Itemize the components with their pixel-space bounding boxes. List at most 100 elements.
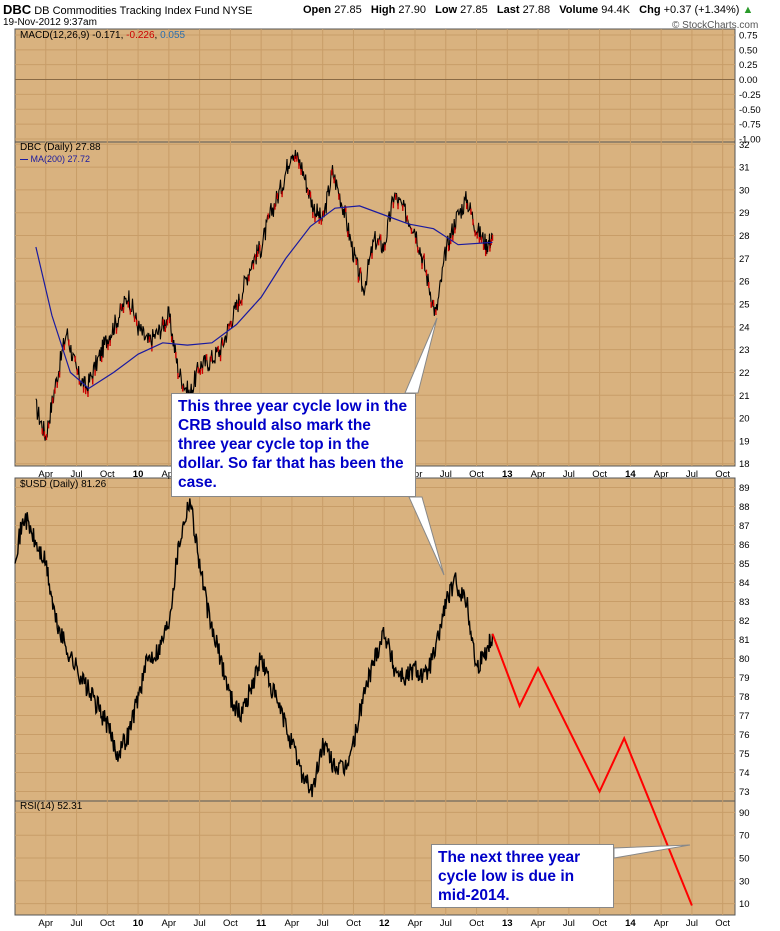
ytick-macd-7: -1.00 [739,135,761,146]
xtick-bottom-8: Apr [285,918,300,929]
macd-signal-value: -0.226 [126,30,155,41]
dbc-legend: DBC (Daily) 27.88 [20,142,101,153]
open-value: 27.85 [334,4,362,16]
up-arrow-icon: ▲ [742,4,754,16]
chg-label: Chg [639,4,661,16]
callout2-pointer [613,844,691,859]
ytick-dbc-8: 24 [739,322,750,333]
ytick-usd-11: 78 [739,692,750,703]
ytick-usd-1: 88 [739,502,750,513]
xtick-mid-16: Apr [531,469,546,480]
xtick-mid-2: Oct [100,469,115,480]
ytick-dbc-7: 25 [739,300,750,311]
xtick-mid-21: Jul [686,469,698,480]
ytick-dbc-14: 18 [739,459,750,470]
xtick-mid-22: Oct [715,469,730,480]
open-label: Open [303,4,332,16]
xtick-bottom-22: Oct [715,918,730,929]
last-label: Last [496,4,520,16]
ytick-dbc-4: 28 [739,231,750,242]
symbol: DBC [3,2,32,17]
chg-value: +0.37 (+1.34%) [663,4,740,16]
ytick-usd-8: 81 [739,635,750,646]
ytick-dbc-13: 19 [739,436,750,447]
xtick-bottom-21: Jul [686,918,698,929]
dbc-ma200-line [35,205,493,390]
quote-bar: Open 27.85 High 27.90 Low 27.85 Last 27.… [303,4,753,16]
low-label: Low [435,4,458,16]
volume-label: Volume [559,4,599,16]
ytick-macd-1: 0.50 [739,45,758,56]
rsi-legend: RSI(14) 52.31 [20,801,83,812]
ytick-usd-5: 84 [739,578,750,589]
ytick-dbc-0: 32 [739,140,750,151]
macd-title: MACD(12,26,9) [20,30,90,41]
ytick-usd-0: 89 [739,483,750,494]
ytick-macd-0: 0.75 [739,30,758,41]
ytick-macd-4: -0.25 [739,90,761,101]
low-value: 27.85 [460,4,488,16]
xtick-bottom-18: Oct [592,918,607,929]
xtick-mid-13: Jul [440,469,452,480]
ytick-dbc-5: 27 [739,254,750,265]
usd-legend: $USD (Daily) 81.26 [20,479,107,490]
xtick-bottom-14: Oct [469,918,484,929]
watermark: © StockCharts.com [672,20,759,31]
ytick-rsi-4: 10 [739,899,750,910]
xtick-bottom-11: 12 [379,918,390,929]
xtick-mid-15: 13 [502,469,513,480]
xtick-bottom-2: Oct [100,918,115,929]
ytick-macd-5: -0.50 [739,105,761,116]
ytick-dbc-12: 20 [739,414,750,425]
xtick-mid-17: Jul [563,469,575,480]
ytick-rsi-2: 50 [739,854,750,865]
macd-legend-text: MACD(12,26,9) -0.171, -0.226, 0.055 [20,30,186,41]
ytick-usd-12: 77 [739,711,750,722]
xtick-bottom-7: 11 [256,918,267,929]
ytick-usd-7: 82 [739,616,750,627]
xtick-mid-14: Oct [469,469,484,480]
xtick-bottom-15: 13 [502,918,513,929]
xtick-bottom-16: Apr [531,918,546,929]
ytick-usd-13: 76 [739,730,750,741]
ytick-usd-2: 87 [739,521,750,532]
callout-cycle-low: This three year cycle low in the CRB sho… [171,393,416,497]
volume-value: 94.4K [601,4,630,16]
xtick-mid-1: Jul [70,469,82,480]
ytick-rsi-0: 90 [739,808,750,819]
xtick-bottom-13: Jul [440,918,452,929]
xtick-bottom-12: Apr [408,918,423,929]
usd-price-line [14,498,494,798]
fund-name: DB Commodities Tracking Index Fund [34,5,220,17]
ytick-rsi-3: 30 [739,876,750,887]
xtick-bottom-9: Jul [317,918,329,929]
ytick-usd-15: 74 [739,768,750,779]
xtick-bottom-5: Jul [194,918,206,929]
xtick-mid-0: Apr [38,469,53,480]
dbc-price-line [35,149,494,441]
ytick-usd-10: 79 [739,673,750,684]
ma-label: MA(200) 27.72 [30,154,91,164]
ytick-dbc-2: 30 [739,185,750,196]
ytick-usd-16: 73 [739,787,750,798]
ytick-usd-9: 80 [739,654,750,665]
usd-projection-line [491,633,693,906]
xtick-bottom-0: Apr [38,918,53,929]
exchange: NYSE [222,5,253,17]
xtick-bottom-10: Oct [346,918,361,929]
xtick-bottom-19: 14 [625,918,636,929]
xtick-mid-20: Apr [654,469,669,480]
ytick-dbc-10: 22 [739,368,750,379]
ytick-macd-6: -0.75 [739,120,761,131]
ytick-dbc-6: 26 [739,277,750,288]
macd-hist-value: 0.055 [160,30,186,41]
ytick-usd-6: 83 [739,597,750,608]
ytick-rsi-1: 70 [739,831,750,842]
xtick-bottom-4: Apr [161,918,176,929]
xtick-bottom-20: Apr [654,918,669,929]
ytick-dbc-9: 23 [739,345,750,356]
xtick-mid-4: Apr [161,469,176,480]
ytick-dbc-3: 29 [739,208,750,219]
xtick-mid-18: Oct [592,469,607,480]
